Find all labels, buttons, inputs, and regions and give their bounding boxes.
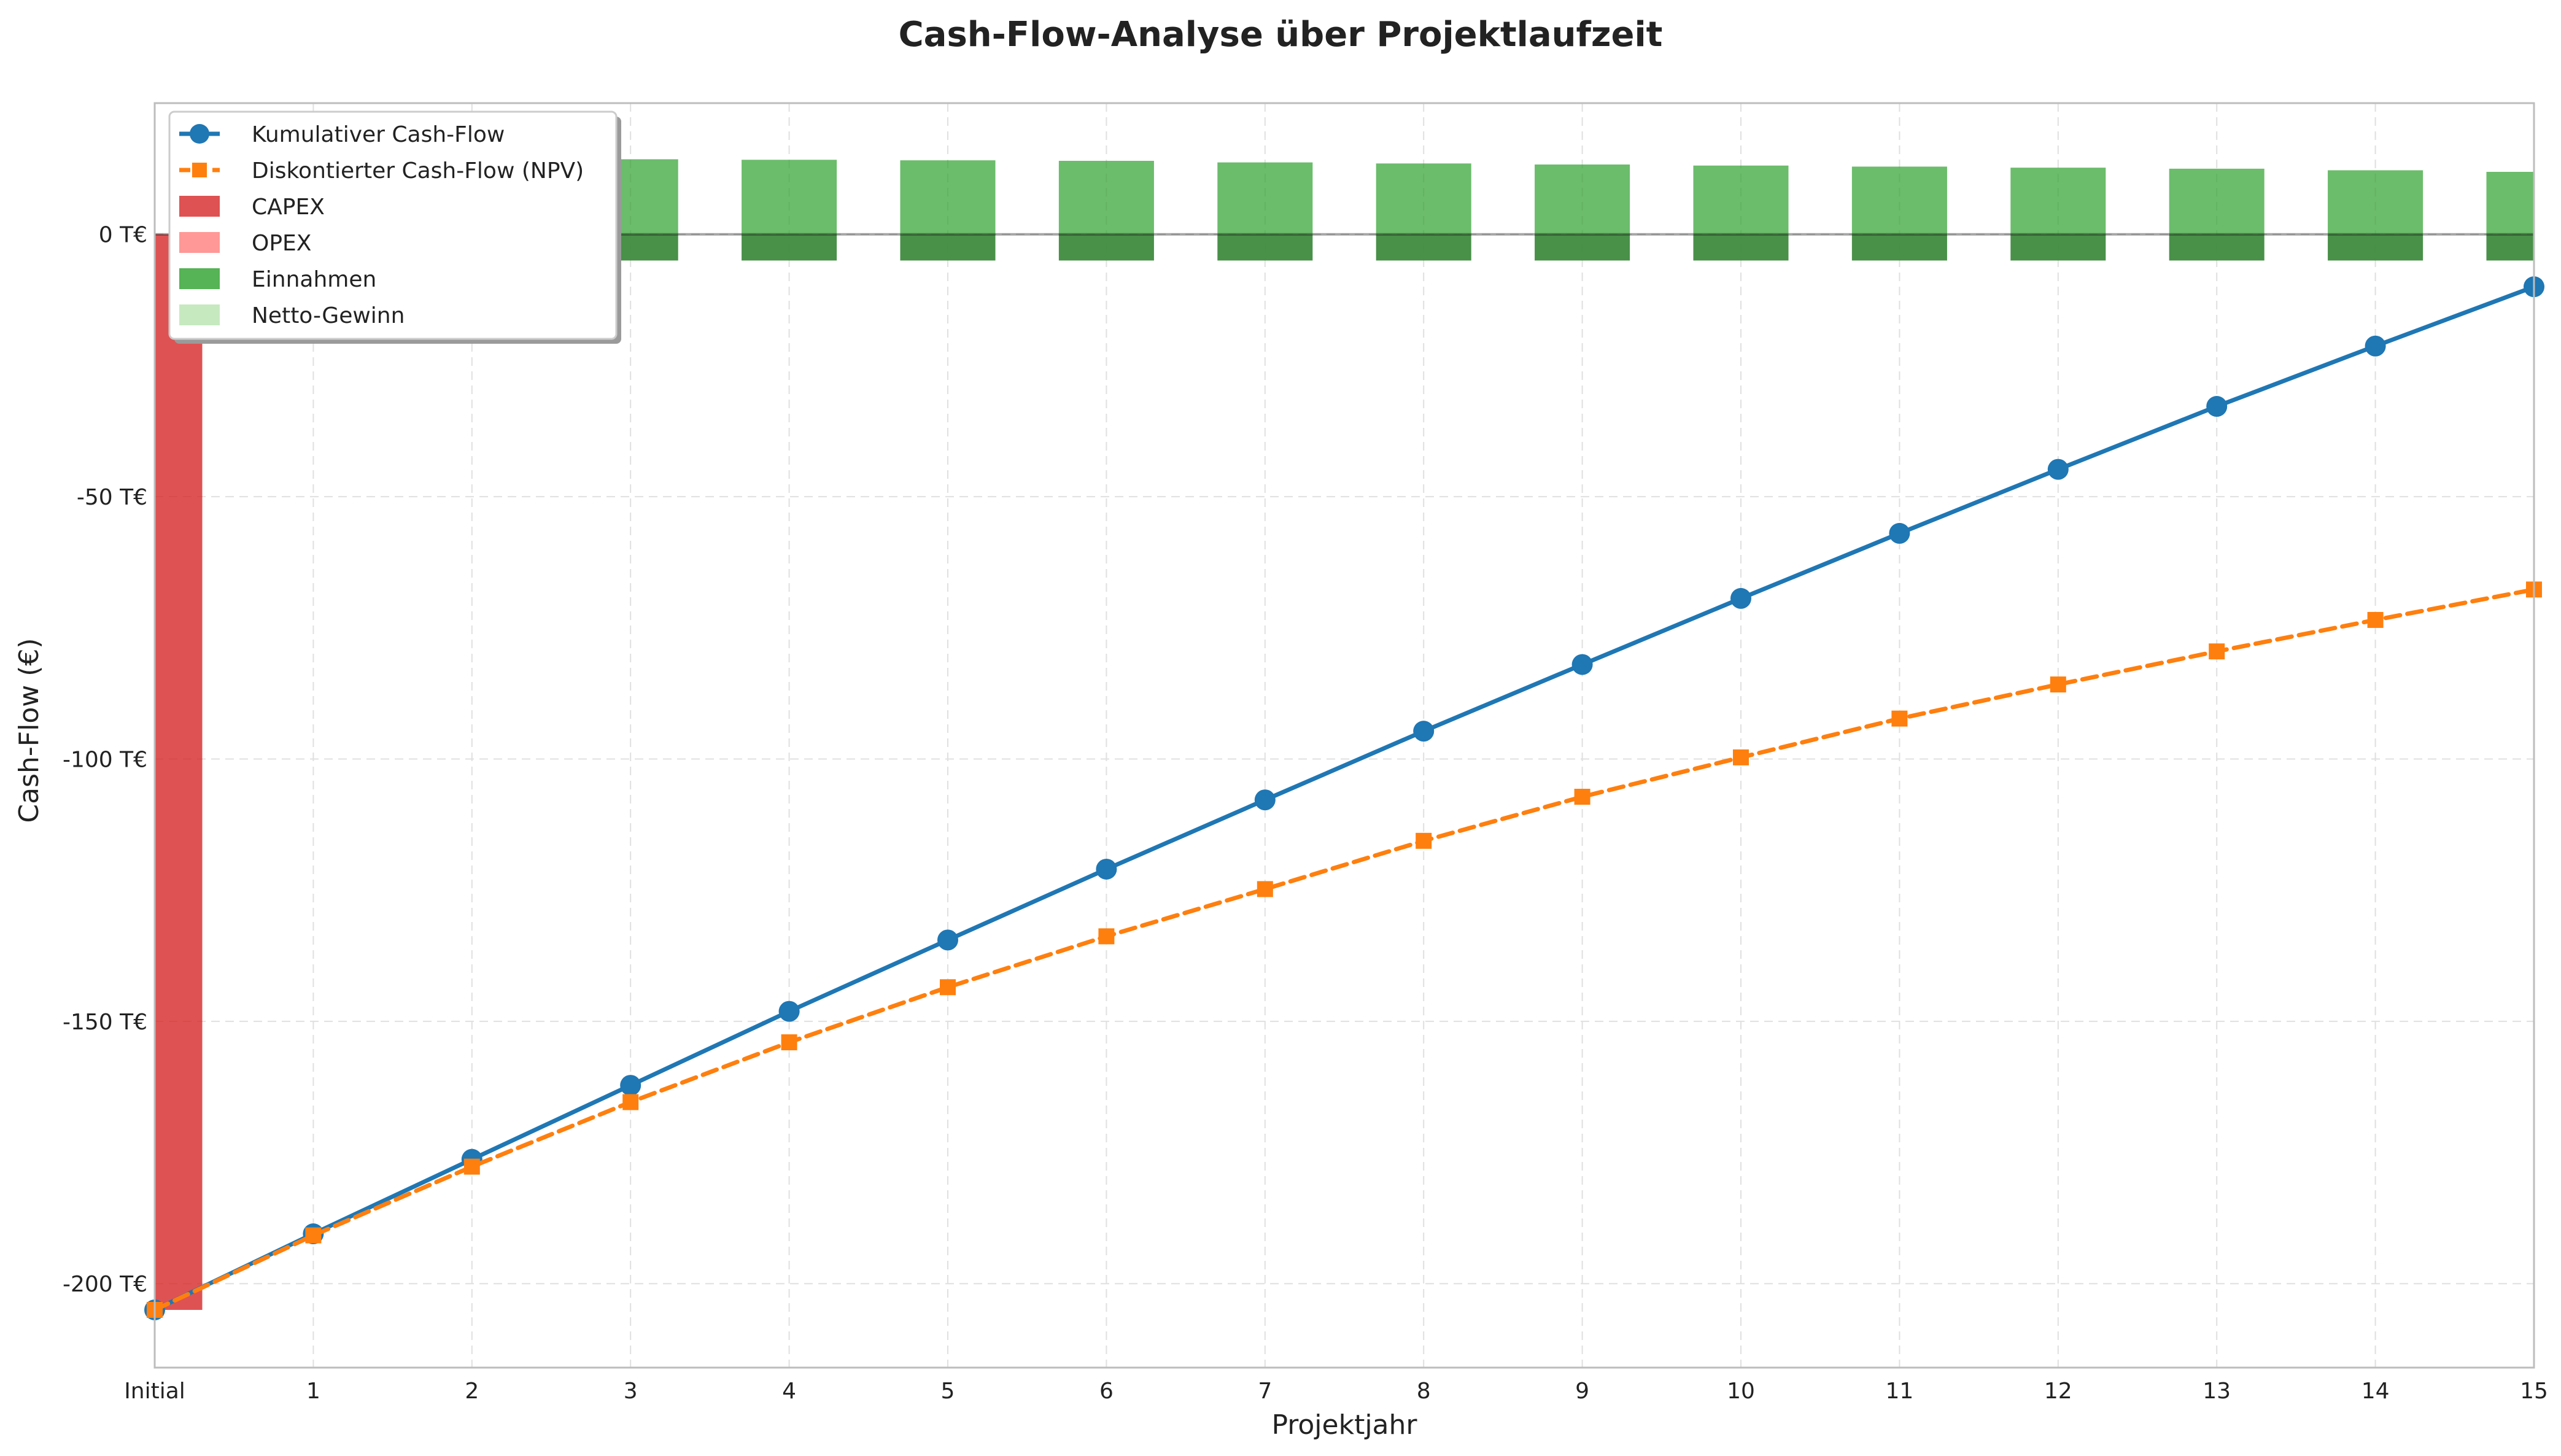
discounted-cashflow-point xyxy=(1416,832,1432,849)
plot-frame xyxy=(153,102,2535,1369)
opex-bar xyxy=(2328,234,2423,261)
legend-entry-label: OPEX xyxy=(252,231,311,256)
x-tick-label: 2 xyxy=(465,1379,479,1404)
revenue-bar xyxy=(2486,171,2534,234)
cumulative-cashflow-point xyxy=(1571,654,1593,675)
cumulative-cashflow-point xyxy=(1254,789,1276,811)
x-tick-label: 13 xyxy=(2203,1379,2231,1404)
x-tick-label: 15 xyxy=(2520,1379,2548,1404)
cumulative-cashflow-point xyxy=(1096,858,1117,880)
discounted-cashflow-line xyxy=(152,587,2536,1312)
cumulative-cashflow-line xyxy=(152,284,2536,1312)
legend: Kumulativer Cash-Flow Diskontierter Cash-… xyxy=(168,110,621,344)
opex-bar xyxy=(2169,234,2265,261)
opex-bar xyxy=(742,234,837,261)
x-tick-label: Initial xyxy=(124,1379,185,1404)
legend-key-swatch xyxy=(179,196,220,217)
legend-key-swatch xyxy=(179,268,220,289)
y-tick-label: -100 T€ xyxy=(63,747,147,772)
x-tick-label: 5 xyxy=(941,1379,955,1404)
cumulative-cashflow-point xyxy=(2047,459,2069,480)
x-tick-label: 1 xyxy=(306,1379,320,1404)
legend-entry-label: Einnahmen xyxy=(252,267,376,292)
legend-box xyxy=(168,110,618,340)
revenue-bar xyxy=(742,160,837,234)
discounted-cashflow-point xyxy=(1257,881,1273,897)
discounted-cashflow-point xyxy=(2050,676,2066,693)
chart-title: Cash-Flow-Analyse über Projektlaufzeit xyxy=(899,15,1663,55)
opex-bar xyxy=(2010,234,2106,261)
revenue-bar xyxy=(2010,168,2106,234)
revenue-bar xyxy=(1693,165,1789,234)
legend-entry-label: Kumulativer Cash-Flow xyxy=(252,122,505,147)
opex-bar xyxy=(1376,234,1471,261)
cumulative-cashflow-point xyxy=(2206,396,2228,417)
legend-entry-label: Diskontierter Cash-Flow (NPV) xyxy=(252,158,584,184)
x-tick-label: 7 xyxy=(1258,1379,1272,1404)
discounted-cashflow-point xyxy=(463,1158,480,1175)
x-tick-label: 11 xyxy=(1885,1379,1913,1404)
y-axis-label: Cash-Flow (€) xyxy=(14,638,45,823)
revenue-bar xyxy=(1851,166,1947,234)
revenue-bar xyxy=(1058,161,1154,234)
cumulative-cashflow-point xyxy=(778,1001,800,1022)
discounted-cashflow-point xyxy=(1574,789,1590,805)
legend-key-swatch xyxy=(179,232,220,253)
cumulative-cashflow-point xyxy=(1889,522,1910,544)
discounted-cashflow-point xyxy=(1733,749,1749,765)
discounted-cashflow-point xyxy=(1098,928,1115,945)
revenue-bar xyxy=(1217,162,1313,234)
opex-bar xyxy=(900,234,996,261)
x-tick-label: 10 xyxy=(1727,1379,1755,1404)
opex-bar xyxy=(1217,234,1313,261)
cumulative-cashflow-point xyxy=(1730,587,1751,609)
discounted-cashflow-point xyxy=(2367,611,2384,628)
opex-bar xyxy=(1851,234,1947,261)
revenue-bar xyxy=(2169,168,2265,234)
opex-bar xyxy=(2486,234,2534,261)
cumulative-cashflow-point xyxy=(1413,721,1435,742)
discounted-cashflow-point xyxy=(2209,643,2225,660)
legend-key-marker xyxy=(190,124,209,144)
discounted-cashflow-point xyxy=(305,1227,322,1244)
x-axis-label: Projektjahr xyxy=(1272,1409,1418,1441)
x-tick-label: 8 xyxy=(1417,1379,1431,1404)
x-tick-label: 6 xyxy=(1099,1379,1114,1404)
y-tick-label: -50 T€ xyxy=(77,485,147,510)
x-tick-label: 12 xyxy=(2044,1379,2072,1404)
capex-bar xyxy=(155,234,203,1310)
revenue-bar xyxy=(900,160,996,234)
y-tick-label: 0 T€ xyxy=(99,223,147,248)
revenue-bar xyxy=(1535,165,1630,234)
legend-key-marker xyxy=(192,163,207,177)
x-tick-label: 3 xyxy=(624,1379,638,1404)
x-tick-label: 14 xyxy=(2361,1379,2390,1404)
discounted-cashflow-point xyxy=(940,979,956,996)
legend-key-swatch xyxy=(179,304,220,325)
revenue-bar xyxy=(2328,170,2423,234)
discounted-cashflow-point xyxy=(781,1034,797,1051)
cumulative-cashflow-point xyxy=(2365,335,2386,357)
cumulative-cashflow-point xyxy=(620,1075,641,1096)
cumulative-cashflow-point xyxy=(937,929,958,951)
discounted-cashflow-point xyxy=(622,1094,639,1110)
opex-bar xyxy=(1693,234,1789,261)
opex-bar xyxy=(1535,234,1630,261)
legend-entry-label: CAPEX xyxy=(252,195,325,220)
revenue-bar xyxy=(1376,163,1471,234)
opex-bar xyxy=(1058,234,1154,261)
legend-entry-label: Netto-Gewinn xyxy=(252,303,405,328)
series-lines xyxy=(144,276,2544,1320)
x-tick-label: 4 xyxy=(782,1379,796,1404)
discounted-cashflow-point xyxy=(1891,710,1908,727)
y-tick-label: -200 T€ xyxy=(63,1272,147,1297)
y-tick-label: -150 T€ xyxy=(63,1010,147,1035)
x-tick-label: 9 xyxy=(1575,1379,1589,1404)
